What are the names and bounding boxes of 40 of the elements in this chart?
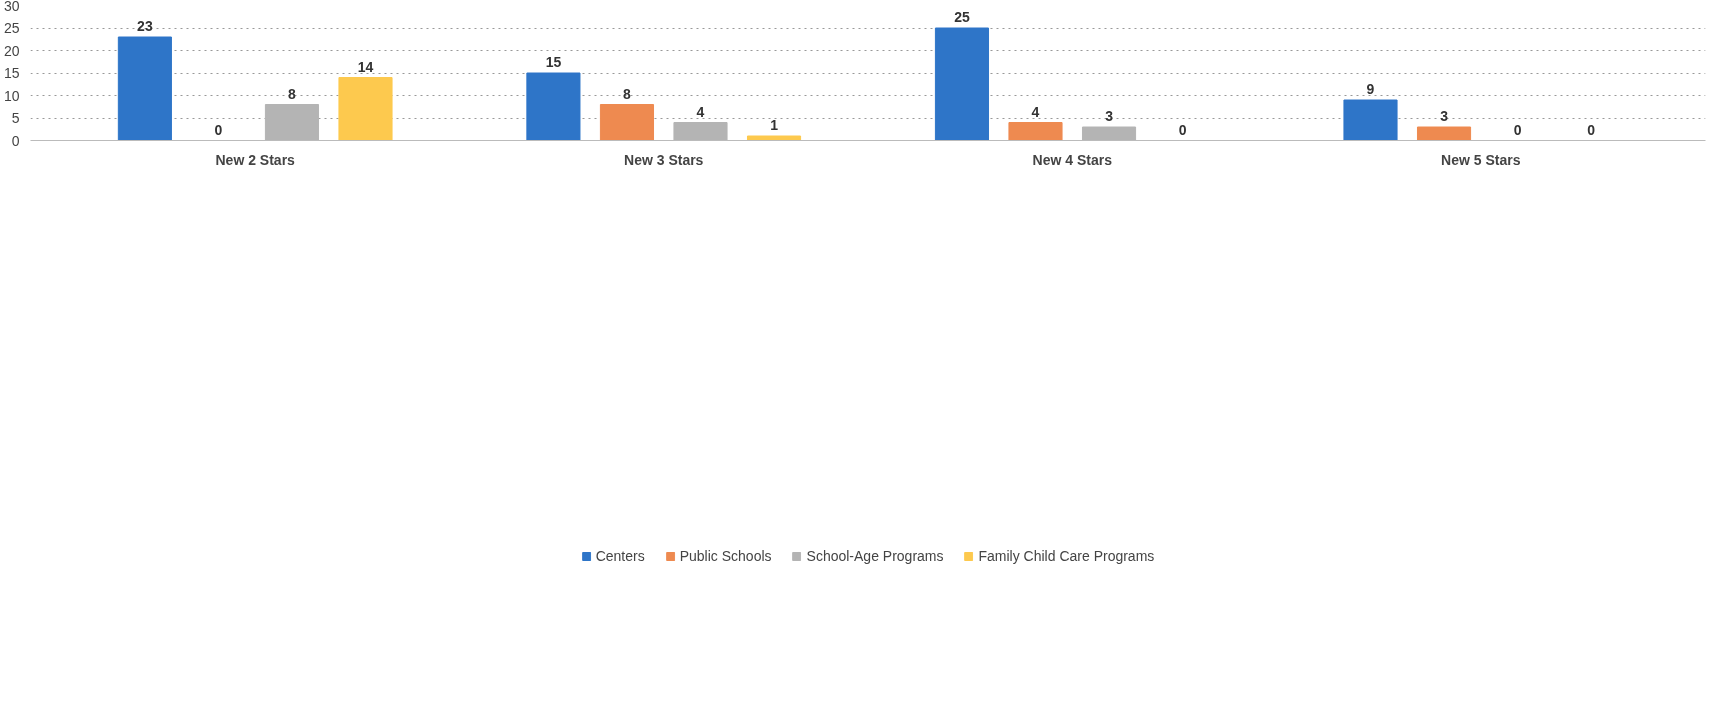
data-label: 25 (954, 9, 970, 25)
y-tick-label: 5 (11, 110, 20, 126)
data-label: 1 (770, 117, 779, 133)
data-label: 0 (1178, 121, 1187, 138)
data-label: 3 (1105, 108, 1114, 124)
bar (746, 135, 802, 141)
x-tick-label: New 2 Stars (215, 151, 296, 168)
y-tick-label: 20 (3, 42, 20, 59)
y-tick-label: 30 (3, 0, 20, 14)
data-label: 8 (623, 85, 632, 102)
bar (1343, 99, 1398, 141)
bar (117, 36, 172, 141)
bar (1008, 122, 1063, 141)
bar (526, 72, 581, 141)
data-label: 4 (696, 103, 705, 120)
data-label: 0 (1513, 121, 1522, 138)
legend-label: Public Schools (679, 548, 772, 564)
x-tick-label: New 5 Stars (1441, 151, 1521, 168)
data-label: 15 (545, 54, 562, 70)
bar (338, 77, 393, 141)
y-tick-label: 25 (3, 20, 20, 36)
x-tick-label: New 4 Stars (1032, 151, 1113, 168)
y-tick-label: 10 (3, 87, 20, 104)
bar (599, 104, 655, 141)
legend-label: Family Child Care Programs (978, 548, 1155, 564)
legend-label: School-Age Programs (806, 548, 944, 564)
bar (1416, 126, 1472, 141)
data-label: 0 (214, 121, 223, 138)
data-label: 8 (288, 85, 297, 102)
data-label: 14 (357, 58, 374, 75)
legend-label: Centers (595, 548, 645, 564)
data-label: 0 (1587, 121, 1596, 138)
y-tick-label: 15 (3, 65, 20, 81)
data-label: 3 (1440, 108, 1449, 124)
data-label: 23 (137, 18, 153, 34)
x-tick-label: New 3 Stars (624, 151, 704, 168)
y-tick-label: 0 (11, 132, 20, 149)
bar (934, 27, 990, 141)
data-label: 4 (1031, 103, 1040, 120)
data-label: 9 (1366, 81, 1375, 97)
